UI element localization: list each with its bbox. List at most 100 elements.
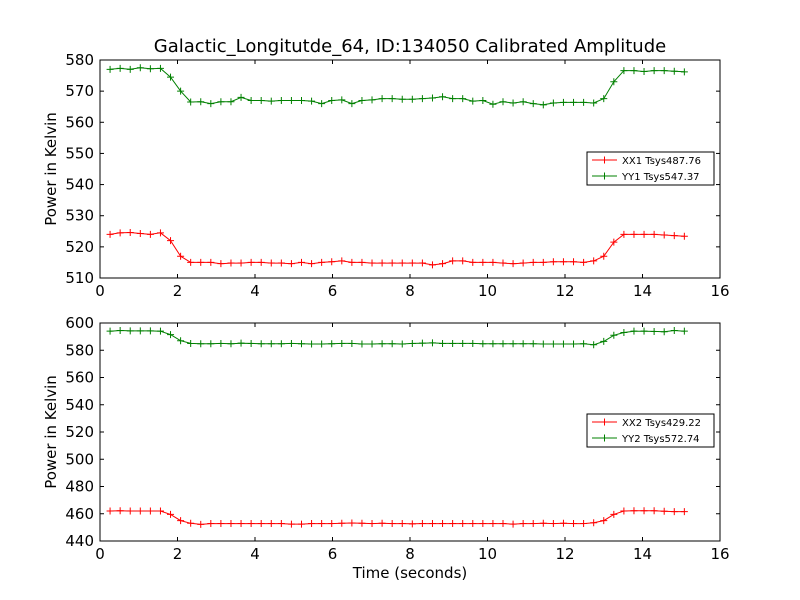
data-point (610, 510, 618, 518)
data-point (277, 340, 285, 348)
y-axis-label: Power in Kelvin (42, 112, 60, 226)
data-point (287, 520, 295, 528)
data-point (529, 100, 537, 108)
data-point (267, 259, 275, 267)
data-point (439, 520, 447, 528)
legend-label: XX1 Tsys487.76 (622, 156, 701, 167)
data-point (167, 510, 175, 518)
data-point (439, 93, 447, 101)
data-point (368, 520, 376, 528)
data-point (358, 258, 366, 266)
data-point (217, 98, 225, 106)
data-point (177, 87, 185, 95)
data-point (670, 326, 678, 334)
data-point (277, 520, 285, 528)
legend: XX2 Tsys429.22 YY2 Tsys572.74 (586, 413, 715, 448)
data-point (267, 97, 275, 105)
data-point (177, 517, 185, 525)
data-point (539, 340, 547, 348)
data-point (187, 519, 195, 527)
plots: 0 2 4 6 8 10 12 14 16 510 520 530 540 550 560 570 580 Pow… (42, 51, 730, 582)
data-point (207, 258, 215, 266)
data-point (167, 331, 175, 339)
data-point (348, 519, 356, 527)
data-point (559, 98, 567, 106)
data-point (197, 520, 205, 528)
data-point (489, 340, 497, 348)
x-tick-label: 6 (328, 282, 338, 300)
data-point (449, 520, 457, 528)
data-point (650, 230, 658, 238)
legend-marker (601, 156, 608, 164)
data-point (106, 327, 114, 335)
data-point (126, 229, 134, 237)
x-tick-label: 8 (405, 282, 415, 300)
data-point (328, 520, 336, 528)
data-point (549, 258, 557, 266)
data-point (156, 64, 164, 72)
data-point (499, 520, 507, 528)
data-point (217, 520, 225, 528)
data-point (156, 229, 164, 237)
data-point (257, 520, 265, 528)
y-tick-label: 560 (65, 369, 94, 387)
x-tick-label: 4 (250, 545, 260, 563)
x-axis-label: Time (seconds) (352, 564, 468, 582)
y-tick-label: 540 (65, 176, 94, 194)
data-point (570, 340, 578, 348)
data-point (378, 95, 386, 103)
x-tick-label: 10 (478, 282, 497, 300)
data-point (640, 68, 648, 76)
data-point (217, 260, 225, 268)
data-point (197, 340, 205, 348)
data-point (590, 257, 598, 265)
data-point (277, 96, 285, 104)
data-point (408, 520, 416, 528)
data-point (408, 339, 416, 347)
data-point (549, 99, 557, 107)
data-point (146, 507, 154, 515)
y-tick-label: 540 (65, 396, 94, 414)
data-point (227, 520, 235, 528)
data-point (187, 258, 195, 266)
data-point (459, 339, 467, 347)
data-point (439, 339, 447, 347)
x-tick-label: 14 (633, 282, 652, 300)
data-point (227, 340, 235, 348)
x-tick-label: 10 (478, 545, 497, 563)
data-point (207, 340, 215, 348)
x-tick-label: 2 (173, 545, 183, 563)
data-point (570, 258, 578, 266)
data-point (267, 520, 275, 528)
data-point (620, 329, 628, 337)
data-point (368, 259, 376, 267)
data-point (106, 65, 114, 73)
data-point (469, 520, 477, 528)
data-point (318, 340, 326, 348)
data-point (126, 327, 134, 335)
x-tick-label: 16 (710, 545, 729, 563)
data-point (237, 520, 245, 528)
data-point (287, 260, 295, 268)
data-point (187, 339, 195, 347)
data-point (519, 259, 527, 267)
x-tick-label: 8 (405, 545, 415, 563)
data-point (479, 340, 487, 348)
y-tick-label: 460 (65, 505, 94, 523)
series-line-2 (110, 329, 685, 346)
data-point (650, 507, 658, 515)
data-point (398, 259, 406, 267)
data-point (298, 340, 305, 348)
data-point (570, 98, 578, 106)
data-point (660, 231, 668, 239)
data-point (217, 339, 225, 347)
data-point (489, 520, 497, 528)
data-point (509, 260, 517, 268)
data-point (207, 520, 215, 528)
y-tick-label: 550 (65, 144, 94, 162)
data-point (197, 258, 205, 266)
data-point (600, 95, 608, 103)
data-point (670, 232, 678, 240)
data-point (378, 340, 386, 348)
